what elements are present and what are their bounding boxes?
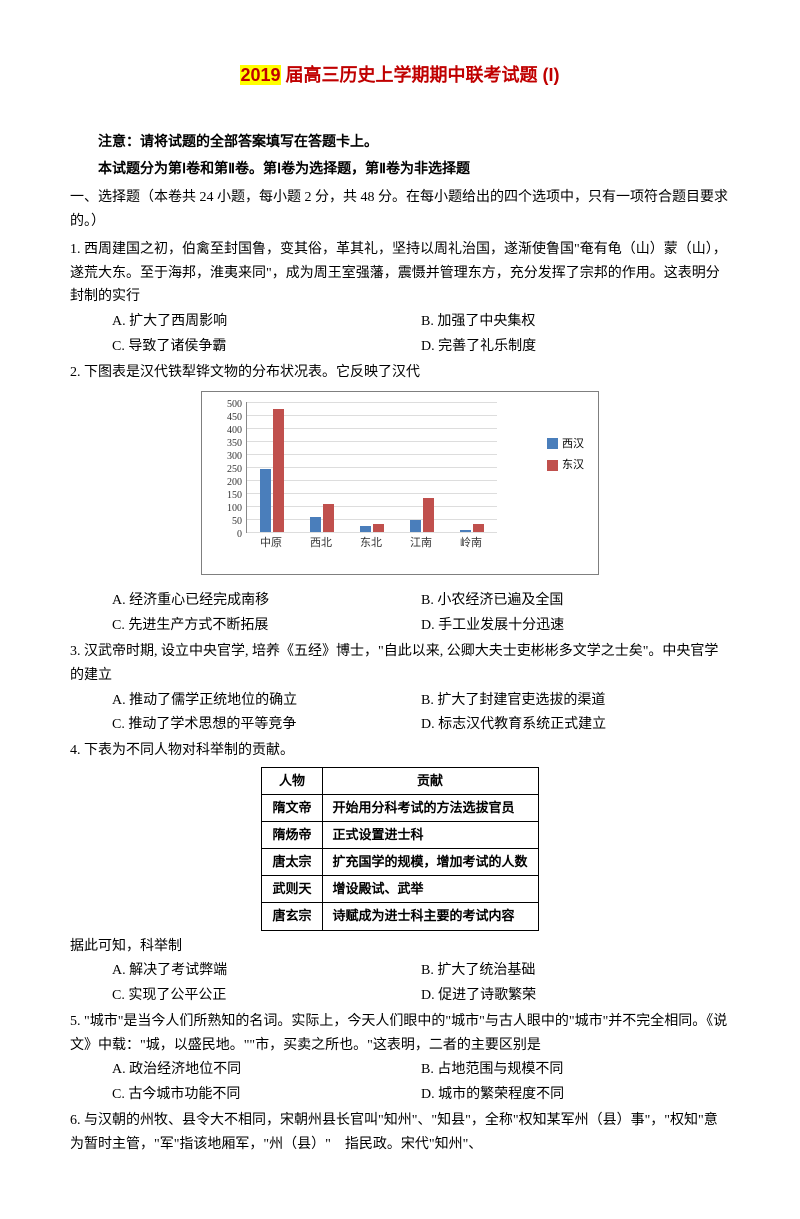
y-axis-label: 500 [212, 396, 242, 413]
question-6: 6. 与汉朝的州牧、县令大不相同，宋朝州县长官叫"知州"、"知县"，全称"权知某… [70, 1109, 730, 1157]
q1-option-c: C. 导致了诸侯争霸 [112, 335, 421, 359]
bar-east [273, 409, 284, 531]
question-5-text: 5. "城市"是当今人们所熟知的名词。实际上，今天人们眼中的"城市"与古人眼中的… [70, 1010, 730, 1058]
chart-legend: 西汉 东汉 [547, 432, 584, 478]
x-axis-label: 岭南 [451, 534, 491, 553]
instruction-1: 注意：请将试题的全部答案填写在答题卡上。 [70, 131, 730, 155]
q2-option-b: B. 小农经济已遍及全国 [421, 589, 730, 613]
question-2: 2. 下图表是汉代铁犁铧文物的分布状况表。它反映了汉代 西汉 东汉 中原西北东北… [70, 361, 730, 638]
bar-east [473, 524, 484, 532]
bar-west [460, 530, 471, 531]
question-4-tail: 据此可知，科举制 [70, 935, 730, 959]
bar-chart: 西汉 东汉 中原西北东北江南岭南 05010015020025030035040… [201, 391, 599, 575]
question-3-text: 3. 汉武帝时期, 设立中央官学, 培养《五经》博士，"自此以来, 公卿大夫士吏… [70, 640, 730, 688]
q2-option-c: C. 先进生产方式不断拓展 [112, 614, 421, 638]
q5-option-c: C. 古今城市功能不同 [112, 1083, 421, 1107]
question-2-text: 2. 下图表是汉代铁犁铧文物的分布状况表。它反映了汉代 [70, 361, 730, 385]
q3-option-c: C. 推动了学术思想的平等竞争 [112, 713, 421, 737]
question-6-text: 6. 与汉朝的州牧、县令大不相同，宋朝州县长官叫"知州"、"知县"，全称"权知某… [70, 1109, 730, 1157]
question-1-text: 1. 西周建国之初，伯禽至封国鲁，变其俗，革其礼，坚持以周礼治国，遂渐使鲁国"奄… [70, 238, 730, 309]
bar-west [410, 520, 421, 532]
q3-option-d: D. 标志汉代教育系统正式建立 [421, 713, 730, 737]
q4-option-c: C. 实现了公平公正 [112, 984, 421, 1008]
q2-option-d: D. 手工业发展十分迅速 [421, 614, 730, 638]
table-row: 武则天增设殿试、武举 [262, 876, 538, 903]
table-h2: 贡献 [322, 767, 538, 794]
x-axis-label: 西北 [301, 534, 341, 553]
q3-option-a: A. 推动了儒学正统地位的确立 [112, 689, 421, 713]
section-heading: 一、选择题（本卷共 24 小题，每小题 2 分，共 48 分。在每小题给出的四个… [70, 186, 730, 234]
q1-option-b: B. 加强了中央集权 [421, 310, 730, 334]
bar-west [310, 517, 321, 531]
legend-west: 西汉 [562, 435, 584, 454]
table-row: 隋文帝开始用分科考试的方法选拔官员 [262, 795, 538, 822]
x-axis-label: 东北 [351, 534, 391, 553]
instruction-2: 本试题分为第Ⅰ卷和第Ⅱ卷。第Ⅰ卷为选择题，第Ⅱ卷为非选择题 [70, 158, 730, 182]
q1-option-d: D. 完善了礼乐制度 [421, 335, 730, 359]
q4-option-a: A. 解决了考试弊端 [112, 959, 421, 983]
q1-option-a: A. 扩大了西周影响 [112, 310, 421, 334]
title-rest: 届高三历史上学期期中联考试题 (I) [281, 65, 560, 85]
q2-option-a: A. 经济重心已经完成南移 [112, 589, 421, 613]
q5-option-b: B. 占地范围与规模不同 [421, 1058, 730, 1082]
q3-option-b: B. 扩大了封建官吏选拔的渠道 [421, 689, 730, 713]
bar-west [360, 526, 371, 531]
bar-east [323, 504, 334, 531]
page-title: 2019 届高三历史上学期期中联考试题 (I) [70, 60, 730, 91]
chart-container: 西汉 东汉 中原西北东北江南岭南 05010015020025030035040… [70, 391, 730, 584]
question-4: 4. 下表为不同人物对科举制的贡献。 人物贡献 隋文帝开始用分科考试的方法选拔官… [70, 739, 730, 1008]
q4-option-d: D. 促进了诗歌繁荣 [421, 984, 730, 1008]
question-5: 5. "城市"是当今人们所熟知的名词。实际上，今天人们眼中的"城市"与古人眼中的… [70, 1010, 730, 1107]
bar-east [373, 524, 384, 532]
table-row: 唐太宗扩充国学的规模，增加考试的人数 [262, 849, 538, 876]
contribution-table: 人物贡献 隋文帝开始用分科考试的方法选拔官员 隋炀帝正式设置进士科 唐太宗扩充国… [261, 767, 538, 931]
q5-option-d: D. 城市的繁荣程度不同 [421, 1083, 730, 1107]
table-h1: 人物 [262, 767, 322, 794]
question-3: 3. 汉武帝时期, 设立中央官学, 培养《五经》博士，"自此以来, 公卿大夫士吏… [70, 640, 730, 737]
question-4-text: 4. 下表为不同人物对科举制的贡献。 [70, 739, 730, 763]
title-highlight: 2019 [240, 65, 280, 85]
x-axis-label: 江南 [401, 534, 441, 553]
bar-east [423, 498, 434, 532]
q4-option-b: B. 扩大了统治基础 [421, 959, 730, 983]
bar-west [260, 469, 271, 531]
q5-option-a: A. 政治经济地位不同 [112, 1058, 421, 1082]
legend-east: 东汉 [562, 456, 584, 475]
table-row: 唐玄宗诗赋成为进士科主要的考试内容 [262, 903, 538, 930]
question-1: 1. 西周建国之初，伯禽至封国鲁，变其俗，革其礼，坚持以周礼治国，遂渐使鲁国"奄… [70, 238, 730, 359]
x-axis-label: 中原 [251, 534, 291, 553]
table-row: 隋炀帝正式设置进士科 [262, 822, 538, 849]
